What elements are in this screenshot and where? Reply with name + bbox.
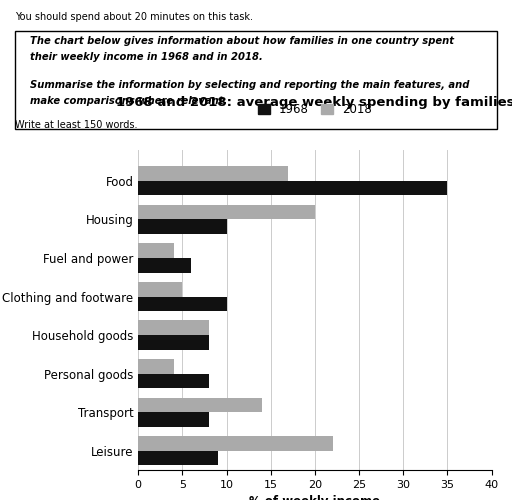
Text: their weekly income in 1968 and in 2018.: their weekly income in 1968 and in 2018. bbox=[30, 52, 263, 62]
Title: 1968 and 2018: average weekly spending by families: 1968 and 2018: average weekly spending b… bbox=[116, 96, 512, 108]
Bar bbox=[138, 436, 333, 450]
Bar bbox=[138, 244, 174, 258]
Bar bbox=[138, 166, 288, 181]
Bar bbox=[138, 412, 209, 427]
Bar bbox=[138, 296, 226, 311]
Bar bbox=[138, 320, 209, 335]
FancyBboxPatch shape bbox=[15, 31, 497, 128]
Bar bbox=[138, 282, 182, 296]
Text: You should spend about 20 minutes on this task.: You should spend about 20 minutes on thi… bbox=[15, 12, 253, 22]
Text: The chart below gives information about how families in one country spent: The chart below gives information about … bbox=[30, 36, 454, 46]
Bar bbox=[138, 204, 315, 220]
Text: Write at least 150 words.: Write at least 150 words. bbox=[15, 120, 138, 130]
Bar bbox=[138, 181, 447, 196]
Bar bbox=[138, 258, 191, 272]
Bar bbox=[138, 220, 226, 234]
Text: make comparisons where relevant.: make comparisons where relevant. bbox=[30, 96, 227, 106]
Text: Summarise the information by selecting and reporting the main features, and: Summarise the information by selecting a… bbox=[30, 80, 470, 90]
Bar bbox=[138, 398, 262, 412]
Bar bbox=[138, 359, 174, 374]
X-axis label: % of weekly income: % of weekly income bbox=[249, 496, 380, 500]
Legend: 1968, 2018: 1968, 2018 bbox=[253, 98, 376, 120]
Bar bbox=[138, 450, 218, 466]
Bar bbox=[138, 374, 209, 388]
Bar bbox=[138, 335, 209, 349]
